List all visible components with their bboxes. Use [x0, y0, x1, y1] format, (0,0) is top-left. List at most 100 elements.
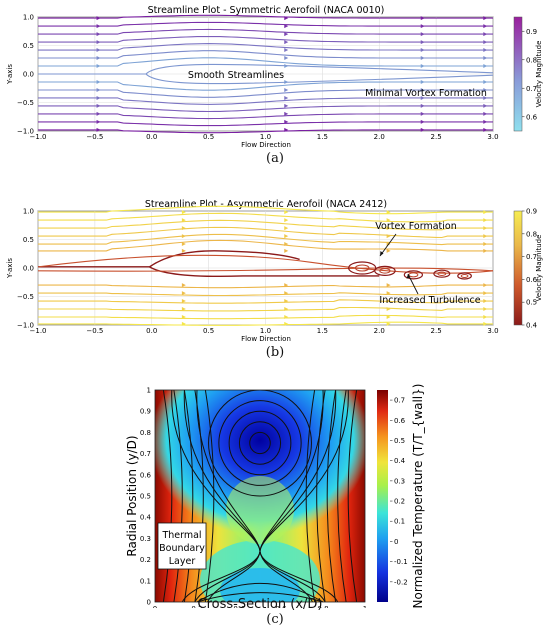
streamline-arrow	[284, 218, 289, 223]
streamline-arrow	[284, 24, 289, 29]
chart-title: Streamline Plot - Asymmetric Aerofoil (N…	[145, 199, 387, 210]
streamline	[38, 121, 493, 127]
streamline-arrow	[386, 299, 391, 304]
chart-title: Streamline Plot - Symmetric Aerofoil (NA…	[148, 5, 385, 16]
streamline-arrow	[284, 248, 289, 253]
y-tick-label: 0.5	[23, 42, 34, 50]
streamline-arrow	[284, 307, 289, 312]
contour-line	[316, 390, 326, 602]
streamline	[38, 250, 300, 268]
heatmap-field	[155, 390, 365, 602]
colorbar-tick-label: 0.5	[526, 299, 537, 307]
streamline-arrow	[284, 16, 289, 21]
y-tick-label: 1.0	[23, 208, 34, 216]
y-tick-label: 0.2	[140, 556, 151, 564]
x-tick-label: 0.0	[146, 133, 157, 141]
streamline-arrow	[483, 210, 488, 215]
streamline	[38, 113, 493, 120]
x-tick-label: 0.0	[146, 327, 157, 335]
streamline-plot-symmetric: Streamline Plot - Symmetric Aerofoil (NA…	[6, 5, 543, 149]
y-axis-label: Y-axis	[6, 64, 14, 85]
streamline	[38, 219, 493, 231]
streamline-arrow	[386, 315, 391, 320]
streamline-arrow	[420, 79, 425, 84]
streamline-arrow	[386, 226, 391, 231]
x-tick-label: 2.0	[374, 133, 385, 141]
contour-line	[183, 390, 194, 602]
streamline-arrow	[420, 56, 425, 61]
streamline	[38, 97, 493, 105]
streamline	[38, 239, 493, 252]
contour-line	[173, 390, 183, 602]
streamline-arrow	[96, 127, 101, 132]
colorbar-tick-label: -0.1	[394, 558, 408, 566]
streamline	[38, 314, 493, 320]
streamline	[38, 299, 493, 304]
streamline-arrow	[284, 56, 289, 61]
colorbar-tick-label: 0.7	[526, 85, 537, 93]
streamline	[37, 254, 494, 274]
streamline-arrow	[386, 218, 391, 223]
streamlines	[38, 14, 494, 134]
streamline-arrow	[483, 283, 488, 288]
x-tick-label: 0.5	[203, 327, 214, 335]
colorbar-tick-label: 0.6	[526, 276, 538, 284]
streamline-arrow	[483, 32, 488, 37]
streamline-arrow	[420, 48, 425, 53]
streamline-arrow	[483, 40, 488, 45]
streamline-arrow	[483, 95, 488, 100]
streamline-arrow	[420, 16, 425, 21]
streamline-arrow	[420, 111, 425, 116]
colorbar-tick-label: 0.5	[394, 437, 405, 445]
contour-line	[194, 390, 204, 602]
x-tick-label: −0.5	[86, 133, 103, 141]
colorbar-tick-label: 0.6	[526, 113, 538, 121]
streamline-arrow	[483, 127, 488, 132]
streamline-arrow	[483, 321, 488, 326]
contour-line	[204, 390, 215, 602]
streamline-arrow	[420, 95, 425, 100]
streamline	[38, 284, 493, 289]
streamline-arrow	[483, 299, 488, 304]
contour-line	[196, 592, 324, 602]
colorbar-tick-label: 0.9	[526, 208, 537, 216]
streamline-arrow	[181, 291, 186, 296]
vortex	[460, 273, 469, 278]
streamline	[38, 35, 493, 43]
x-tick-label: −1.0	[30, 133, 47, 141]
streamline-arrow	[483, 79, 488, 84]
streamline-arrow	[284, 291, 289, 296]
streamline-arrow	[181, 242, 186, 247]
axis-ticks: −1.0 −0.5 0.0 0.5 1.0 1.5 2.0 2.5 3.0 1.0 0.5 0.0 −0…	[17, 208, 499, 336]
contour-line	[326, 390, 337, 602]
streamline	[38, 57, 493, 67]
streamline-arrow	[386, 210, 391, 215]
x-tick-label: 1.0	[260, 133, 271, 141]
arrowhead	[406, 274, 411, 279]
contour-lines	[162, 390, 358, 602]
panel-b: Streamline Plot - Asymmetric Aerofoil (N…	[0, 194, 550, 364]
streamline-arrow	[483, 307, 488, 312]
streamline-arrow	[483, 24, 488, 29]
colorbar-tick-label: 0.7	[526, 253, 537, 261]
streamline-arrow	[420, 64, 425, 69]
annotation-vortex-formation: Vortex Formation	[375, 221, 456, 232]
y-tick-label: −0.5	[17, 99, 34, 107]
streamline-arrow	[284, 299, 289, 304]
contour-line	[347, 390, 358, 602]
caption-c: (c)	[266, 612, 284, 627]
colorbar-tick-label: 0	[394, 538, 398, 546]
streamline-arrow	[181, 210, 186, 215]
streamline	[38, 212, 493, 223]
panel-c: 00.20.40.60.8110.90.80.70.60.50.40.30.20…	[0, 380, 550, 627]
streamline-arrow	[420, 24, 425, 29]
colorbar-tick-label: 0.6	[394, 417, 406, 425]
streamline	[38, 292, 493, 297]
streamline-arrow	[181, 299, 186, 304]
streamline-arrow	[483, 56, 488, 61]
y-axis-label: Radial Position (y/D)	[125, 435, 139, 556]
contour-line	[162, 390, 173, 602]
y-tick-label: 0	[147, 599, 151, 607]
arrowhead	[380, 251, 384, 256]
streamline	[38, 14, 493, 19]
